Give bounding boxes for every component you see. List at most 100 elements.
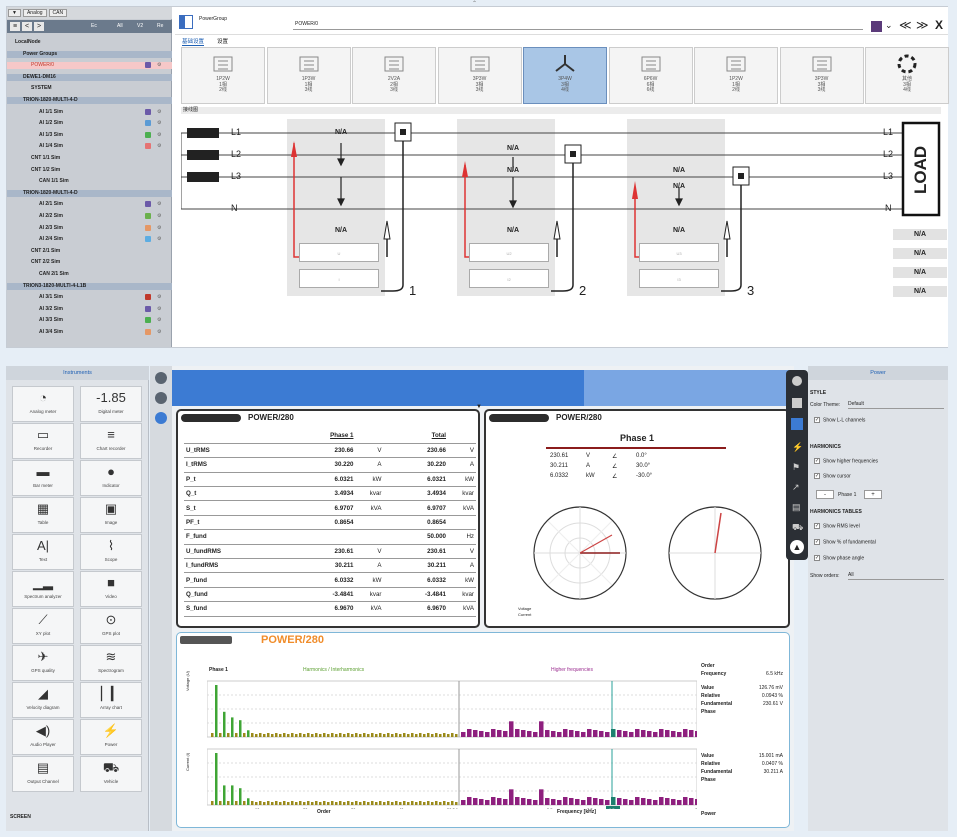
tree-item[interactable]: CNT 2/1 Sim (7, 248, 172, 255)
tree-item[interactable]: TRION3-1820-MULTI-4-L1B (7, 282, 172, 290)
nav-label-3[interactable]: V2 (137, 23, 144, 29)
tree-item[interactable]: AI 3/3 Sim ⚙ (7, 317, 172, 324)
flag-icon[interactable]: ⚑ (792, 462, 801, 472)
show-ll-option[interactable]: ✓ Show L-L channels (814, 417, 865, 423)
meter1-u-box[interactable]: U (299, 243, 379, 262)
instrument-tile[interactable]: ⚡ Power (80, 719, 142, 755)
instrument-tile[interactable]: ≋ Spectrogram (80, 645, 142, 681)
tab-basic[interactable]: 基础设置 (182, 39, 205, 46)
properties-icon[interactable] (791, 418, 803, 430)
overview-icon[interactable] (155, 412, 167, 424)
channel-color-swatch[interactable] (145, 62, 151, 69)
gear-icon[interactable]: ⚙ (157, 108, 162, 115)
nav-label-1[interactable]: Ec (91, 23, 97, 29)
expand-all-button[interactable]: ≫ (916, 18, 929, 32)
phase-plus-button[interactable]: + (864, 490, 882, 499)
can-filter-button[interactable]: CAN (48, 9, 68, 17)
wiring-mode-card[interactable]: 1P3W 1相 3线 (266, 47, 351, 104)
tree-item[interactable]: DEWE1-DM16 (7, 73, 172, 81)
wiring-mode-card[interactable]: 3P3W 3相 3线 (437, 47, 522, 104)
show-rms-option[interactable]: ✓ Show RMS level (814, 523, 860, 529)
tree-item[interactable]: SYSTEM (7, 85, 172, 92)
instrument-tile[interactable]: ▏▎ Array chart (80, 682, 142, 718)
instrument-tile[interactable]: ▣ Image (80, 497, 142, 533)
storage-icon[interactable]: ▤ (792, 502, 801, 512)
wiring-mode-card[interactable]: 6P6W 6相 6线 (608, 47, 693, 104)
tree-item[interactable]: AI 1/1 Sim ⚙ (7, 108, 172, 116)
tree-item[interactable]: AI 3/2 Sim ⚙ (7, 305, 172, 313)
channel-color-swatch[interactable] (145, 108, 151, 115)
wiring-mode-card[interactable]: 1P2W 1相 2线 (694, 47, 778, 104)
layers-icon[interactable] (155, 372, 167, 384)
instrument-tile[interactable]: ▦ Table (12, 497, 74, 533)
gear-icon[interactable]: ⚙ (157, 201, 162, 208)
gear-icon[interactable]: ⚙ (157, 317, 162, 324)
menu-button[interactable]: ≡ (10, 22, 20, 31)
wiring-mode-card[interactable]: 3P3W 3相 3线 (779, 47, 864, 104)
tree-item[interactable]: CNT 1/2 Sim (7, 167, 172, 174)
timeline-marker-icon[interactable]: ▼ (476, 404, 482, 410)
harmonics-panel[interactable]: POWER/280 Phase 1 Harmonics / Interharmo… (176, 632, 790, 828)
tree-item[interactable]: AI 3/1 Sim ⚙ (7, 294, 172, 301)
instrument-tile[interactable]: ◔ Analog meter (12, 386, 74, 422)
show-cursor-option[interactable]: ✓ Show cursor (814, 473, 851, 479)
meter3-i-box[interactable]: I3 (639, 269, 719, 288)
filter-button[interactable]: ▼ (8, 9, 21, 17)
event-icon[interactable]: ⚡ (792, 442, 804, 452)
show-higher-option[interactable]: ✓ Show higher frequencies (814, 458, 878, 464)
gear-icon[interactable]: ⚙ (157, 213, 162, 219)
instrument-tile[interactable]: ▭ Recorder (12, 423, 74, 459)
camera-icon[interactable] (155, 392, 167, 404)
list-icon[interactable] (792, 398, 802, 408)
channel-color-swatch[interactable] (145, 143, 151, 150)
gear-icon[interactable]: ⚙ (157, 131, 162, 138)
close-button[interactable]: X (935, 18, 944, 32)
channel-color-swatch[interactable] (145, 131, 151, 138)
show-cursor-checkbox[interactable]: ✓ (814, 473, 820, 479)
tree-item[interactable]: AI 2/4 Sim ⚙ (7, 236, 172, 243)
timeline-overview[interactable] (172, 370, 794, 406)
instrument-tile[interactable]: -1.85 Digital meter (80, 386, 142, 422)
instrument-tile[interactable]: ⊙ GPS plot (80, 608, 142, 644)
group-name-input[interactable]: POWER/0 (293, 21, 863, 30)
channel-color-swatch[interactable] (145, 236, 151, 243)
show-higher-checkbox[interactable]: ✓ (814, 458, 820, 464)
meter1-i-box[interactable]: I (299, 269, 379, 288)
wiring-mode-card[interactable]: 其他 3相 4线 (865, 47, 949, 104)
gear-icon[interactable]: ⚙ (157, 294, 162, 301)
vector-diagram-panel[interactable]: POWER/280 Phase 1 Voltage (484, 409, 790, 628)
meter3-u-box[interactable]: U3 (639, 243, 719, 262)
instrument-tile[interactable]: ≡ Chart recorder (80, 423, 142, 459)
wiring-mode-card[interactable]: 3P4W 3相 4线 (523, 47, 607, 104)
channel-color-swatch[interactable] (145, 329, 151, 335)
tree-item[interactable]: AI 2/3 Sim ⚙ (7, 224, 172, 232)
channel-color-swatch[interactable] (145, 305, 151, 312)
instrument-tile[interactable]: ⌇ Scope (80, 534, 142, 570)
channel-color-swatch[interactable] (145, 213, 151, 219)
wiring-mode-card[interactable]: 2V2A 2相 3线 (352, 47, 436, 104)
panel-controls[interactable] (181, 414, 241, 422)
instrument-tile[interactable]: ● Indicator (80, 460, 142, 496)
show-pct-checkbox[interactable]: ✓ (814, 539, 820, 545)
gear-icon[interactable]: ⚙ (157, 120, 162, 127)
tree-item[interactable]: CAN 1/1 Sim (7, 178, 172, 185)
tree-item[interactable]: AI 1/2 Sim ⚙ (7, 120, 172, 127)
channel-color-swatch[interactable] (145, 201, 151, 208)
tree-item[interactable]: CNT 2/2 Sim (7, 259, 172, 266)
power-table-panel[interactable]: POWER/280 Phase 1 Total U_tRMS 230.66 V 230… (176, 409, 480, 628)
channel-color-swatch[interactable] (145, 224, 151, 231)
collapse-all-button[interactable]: ≪ (899, 18, 912, 32)
tree-item[interactable]: LocalNode (7, 39, 172, 46)
tree-item[interactable]: TRION-1820-MULTI-4-D (7, 97, 172, 104)
instrument-tile[interactable]: ⟋ XY plot (12, 608, 74, 644)
show-orders-select[interactable]: All (848, 572, 944, 580)
nav-label-2[interactable]: All (117, 23, 123, 29)
gear-icon[interactable]: ⚙ (157, 236, 162, 243)
instrument-tile[interactable]: ◀) Audio Player (12, 719, 74, 755)
instrument-tile[interactable]: ▁▂ Spectrum analyzer (12, 571, 74, 607)
nav-label-4[interactable]: Re (157, 23, 164, 29)
forward-button[interactable]: > (34, 22, 44, 31)
instrument-tile[interactable]: ◢ Velocity diagram (12, 682, 74, 718)
tree-item[interactable]: AI 2/2 Sim ⚙ (7, 213, 172, 220)
tab-settings[interactable]: 设置 (217, 39, 229, 45)
